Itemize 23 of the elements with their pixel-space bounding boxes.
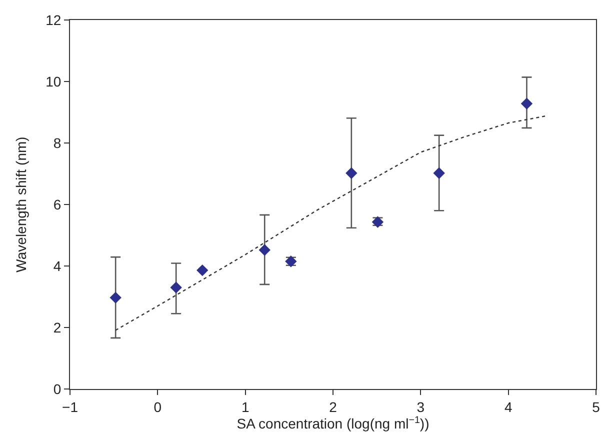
x-tick-label: 0 [154, 398, 162, 415]
y-tick-label: 10 [46, 73, 62, 90]
point [170, 282, 182, 294]
x-tick-label: −1 [62, 398, 78, 415]
x-tick-label: 2 [329, 398, 338, 415]
x-tick-label: 5 [592, 398, 600, 415]
point [196, 264, 208, 276]
y-tick-label: 0 [53, 380, 62, 397]
point [258, 244, 270, 256]
y-axis-title: Wavelength shift (nm) [13, 136, 30, 272]
y-tick-label: 2 [53, 319, 62, 336]
y-tick-label: 12 [46, 12, 62, 28]
point [346, 167, 358, 179]
x-tick-label: 1 [241, 398, 250, 415]
point [433, 167, 445, 179]
point [110, 292, 122, 304]
x-axis-title: SA concentration (log(ng ml$^{−1}$)) [236, 414, 430, 432]
x-tick-label: 4 [504, 398, 512, 415]
point [520, 98, 533, 110]
y-tick-label: 4 [53, 258, 62, 274]
x-tick-label: 3 [416, 398, 425, 415]
y-tick-label: 6 [53, 196, 62, 212]
y-tick-label: 8 [53, 134, 62, 151]
